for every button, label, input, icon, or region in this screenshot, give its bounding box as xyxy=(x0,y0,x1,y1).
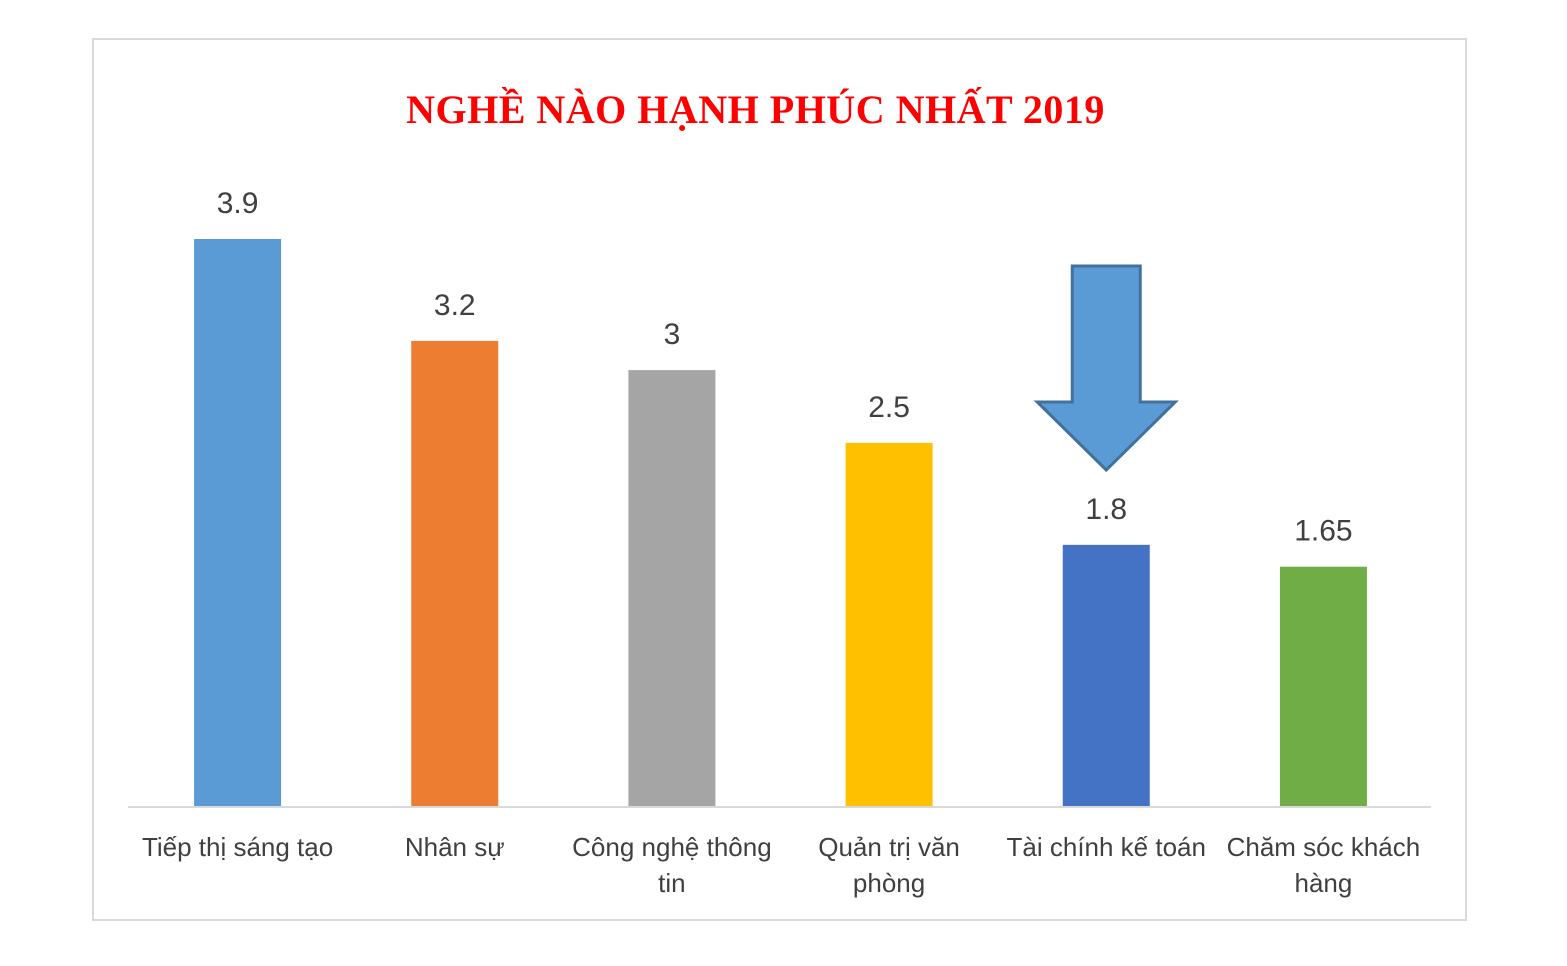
bar-2 xyxy=(411,340,499,807)
data-label-4: 2.5 xyxy=(868,391,910,424)
x-tick-label-4-line2: phòng xyxy=(853,868,925,898)
data-label-3: 3 xyxy=(664,318,681,351)
chart-title: NGHỀ NÀO HẠNH PHÚC NHẤT 2019 xyxy=(406,87,1105,132)
data-label-6: 1.65 xyxy=(1294,515,1352,548)
bars-group xyxy=(194,239,1367,807)
bar-6 xyxy=(1279,566,1367,807)
bar-4 xyxy=(845,442,933,807)
down-arrow-icon xyxy=(1033,264,1179,473)
x-tick-label-5: Tài chính kế toán xyxy=(1007,832,1206,862)
x-tick-label-3-line2: tin xyxy=(658,868,685,898)
annotation-group xyxy=(1033,264,1179,473)
bar-3 xyxy=(628,370,716,807)
bar-1 xyxy=(194,239,282,807)
bar-5 xyxy=(1062,544,1150,807)
data-label-2: 3.2 xyxy=(434,289,476,322)
x-tick-label-1: Tiếp thị sáng tạo xyxy=(142,832,333,862)
x-tick-label-3: Công nghệ thông xyxy=(572,832,772,862)
data-label-1: 3.9 xyxy=(217,187,259,220)
data-label-5: 1.8 xyxy=(1085,493,1127,526)
x-tick-label-4: Quản trị văn xyxy=(818,832,960,862)
x-tick-label-2: Nhân sự xyxy=(405,832,505,862)
labels-group: 3.9 Tiếp thị sáng tạo 3.2 Nhân sự 3 Công nghệ… xyxy=(142,187,1420,898)
x-tick-label-6: Chăm sóc khách xyxy=(1227,832,1421,862)
chart-frame xyxy=(92,38,1467,921)
x-tick-label-6-line2: hàng xyxy=(1294,868,1352,898)
